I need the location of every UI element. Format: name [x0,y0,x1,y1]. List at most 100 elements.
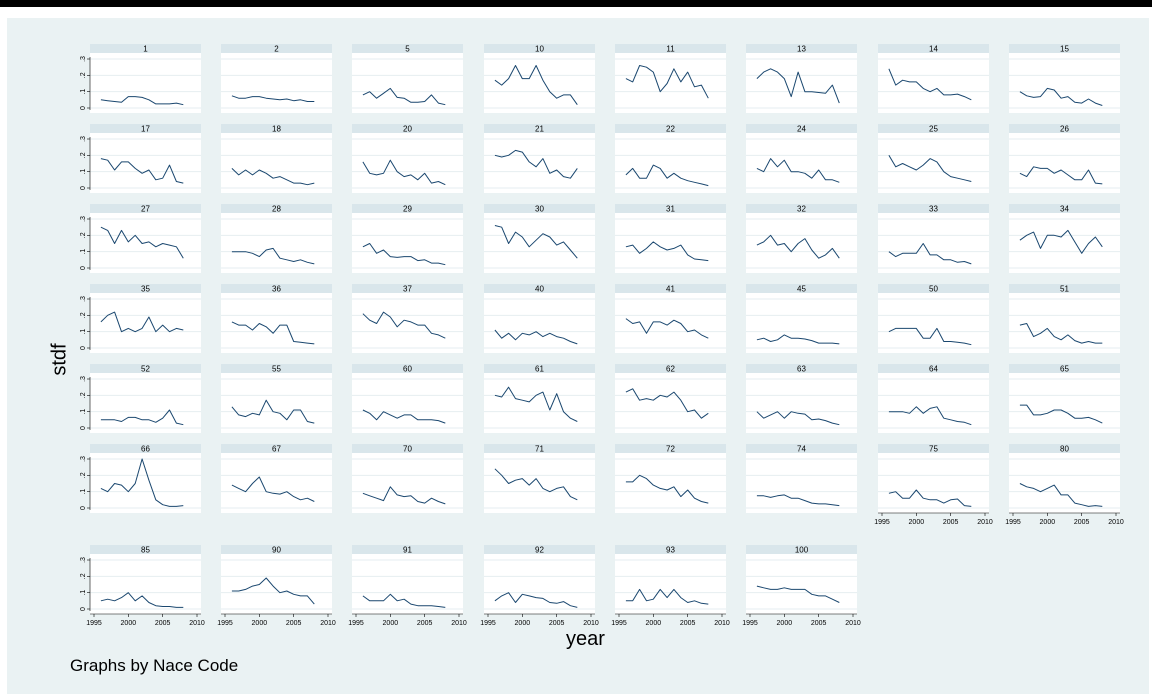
series-line [494,386,578,422]
series-line [494,468,578,501]
y-tick-label: .3 [80,557,87,563]
panel-25: 25 [878,124,989,193]
panel-label: 34 [1060,205,1069,214]
panel-74: 74 [746,444,857,513]
y-tick-label: .3 [80,456,87,462]
series-line [1019,404,1103,424]
panel-header [1009,204,1120,213]
panel-header [352,284,463,293]
series-line [362,593,446,608]
series-line [756,411,840,426]
panel-40: 40 [484,284,595,353]
panel-plot-area [90,453,201,513]
panel-header [615,444,726,453]
x-tick-label: 2010 [1108,519,1124,526]
panel-label: 61 [535,365,544,374]
panel-label: 80 [1060,445,1069,454]
y-tick-label: 0 [80,346,87,350]
x-tick-label: 2005 [549,620,565,627]
panel-plot-area [221,53,332,113]
panel-header [746,444,857,453]
panel-label: 75 [929,445,938,454]
panel-label: 45 [797,285,806,294]
x-tick-label: 2010 [714,620,730,627]
panel-37: 37 [352,284,463,353]
panel-36: 36 [221,284,332,353]
series-line [888,243,972,265]
panel-label: 10 [535,45,544,54]
series-line [362,87,446,106]
panel-plot-area [615,453,726,513]
panel-label: 60 [403,365,412,374]
y-tick-label: 0 [80,426,87,430]
x-tick-label: 2005 [155,620,171,627]
panel-plot-area [90,133,201,193]
x-tick-label: 1995 [480,620,496,627]
panel-plot-area [746,453,857,513]
panel-label: 55 [272,365,281,374]
panel-plot-area [1009,453,1120,513]
y-tick-label: .3 [80,56,87,62]
panel-32: 32 [746,204,857,273]
panel-label: 18 [272,125,281,134]
panel-label: 41 [666,285,675,294]
panel-header [615,124,726,133]
x-tick-label: 1995 [611,620,627,627]
panel-67: 67 [221,444,332,513]
series-line [1019,323,1103,344]
panel-label: 24 [797,125,806,134]
series-line [362,159,446,186]
panel-header [746,124,857,133]
panel-plot-area [746,554,857,614]
panel-plot-area [615,133,726,193]
panel-80: 80 1995 2000 2005 2010 [1005,444,1124,526]
panel-header [484,284,595,293]
panel-5: 5 [352,44,463,113]
y-tick-label: 0 [80,266,87,270]
panel-label: 14 [929,45,938,54]
panel-label: 72 [666,445,675,454]
y-tick-label: 0 [80,106,87,110]
series-line [362,409,446,424]
panel-24: 24 [746,124,857,193]
series-line [1019,229,1103,254]
panel-header [878,204,989,213]
panel-90: 90 1995 2000 2005 2010 [217,545,336,627]
panel-61: 61 [484,364,595,433]
panel-header [90,444,201,453]
panel-64: 64 [878,364,989,433]
panel-header [90,44,201,53]
panel-72: 72 [615,444,726,513]
panel-plot-area [878,293,989,353]
panel-plot-area [878,133,989,193]
panel-plot-area [484,373,595,433]
panel-1: 1 0 .1 .2 .3 [80,44,201,113]
panel-header [221,364,332,373]
panel-plot-area [746,133,857,193]
panel-14: 14 [878,44,989,113]
series-line [1019,87,1103,106]
panel-plot-area [1009,53,1120,113]
panel-label: 35 [141,285,150,294]
panel-label: 63 [797,365,806,374]
series-line [888,406,972,426]
series-line [100,409,184,426]
x-tick-label: 1995 [742,620,758,627]
series-line [100,96,184,106]
panel-plot-area [484,213,595,273]
panel-plot-area [878,453,989,513]
y-tick-label: .1 [80,409,87,415]
panel-label: 52 [141,365,150,374]
y-tick-label: 0 [80,186,87,190]
x-tick-label: 1995 [874,519,890,526]
panel-85: 85 0 .1 .2 .3 1995 2000 2005 2010 [80,545,205,627]
series-line [625,318,709,339]
panel-label: 51 [1060,285,1069,294]
panel-60: 60 [352,364,463,433]
series-line [625,65,709,99]
panel-91: 91 1995 2000 2005 2010 [348,545,467,627]
panel-label: 17 [141,125,150,134]
y-tick-label: .2 [80,392,87,398]
panel-label: 20 [403,125,412,134]
panel-92: 92 1995 2000 2005 2010 [480,545,599,627]
